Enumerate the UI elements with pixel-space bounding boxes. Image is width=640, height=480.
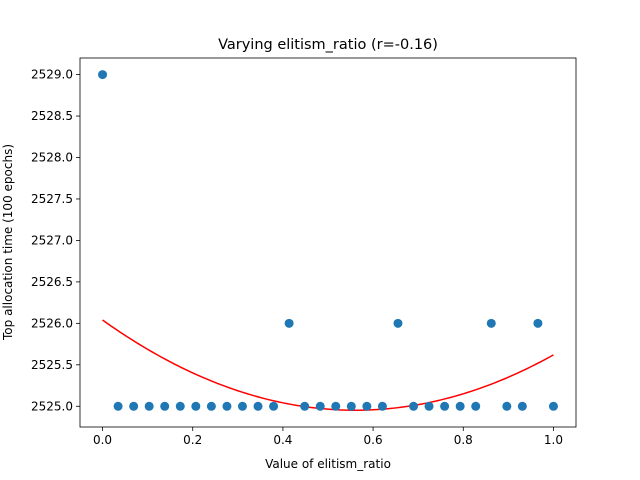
data-point [253,401,263,411]
data-point [144,401,154,411]
y-axis-label: Top allocation time (100 epochs) [1,144,15,341]
data-point [315,401,325,411]
x-tick-label: 0.2 [183,433,202,447]
data-point [502,401,512,411]
data-point [300,401,310,411]
plot-frame [79,57,577,428]
data-point [237,401,247,411]
data-point [284,318,294,328]
y-tick-label: 2526.5 [31,275,73,289]
data-point [191,401,201,411]
x-tick-label: 1.0 [544,433,563,447]
data-point [471,401,481,411]
x-axis-label: Value of elitism_ratio [265,457,391,471]
data-point [455,401,465,411]
data-point [424,401,434,411]
y-tick-label: 2525.0 [31,399,73,413]
data-point [517,401,527,411]
y-tick-label: 2525.5 [31,358,73,372]
chart-title: Varying elitism_ratio (r=-0.16) [218,37,438,53]
data-point [98,70,108,80]
x-tick-label: 0.8 [454,433,473,447]
x-tick-label: 0.4 [273,433,292,447]
data-point [440,401,450,411]
data-point [346,401,356,411]
data-point [129,401,139,411]
y-tick-label: 2527.5 [31,192,73,206]
data-point [486,318,496,328]
y-tick-label: 2528.5 [31,109,73,123]
data-point [113,401,123,411]
fit-curve [102,319,554,411]
data-point [362,401,372,411]
data-point [377,401,387,411]
data-point [206,401,216,411]
data-point [533,318,543,328]
x-tick-label: 0.6 [364,433,383,447]
data-point [331,401,341,411]
data-point [548,401,558,411]
x-tick-label: 0.0 [93,433,112,447]
y-tick-label: 2526.0 [31,316,73,330]
data-point [269,401,279,411]
data-point [393,318,403,328]
y-tick-label: 2528.0 [31,151,73,165]
data-point [175,401,185,411]
data-point [222,401,232,411]
data-point [409,401,419,411]
y-tick-label: 2527.0 [31,233,73,247]
y-tick-label: 2529.0 [31,68,73,82]
data-point [160,401,170,411]
plot-area: 0.0 0.2 0.4 0.6 0.8 1.0 2525.0 2525.5 2526.0 2526… [31,57,577,447]
